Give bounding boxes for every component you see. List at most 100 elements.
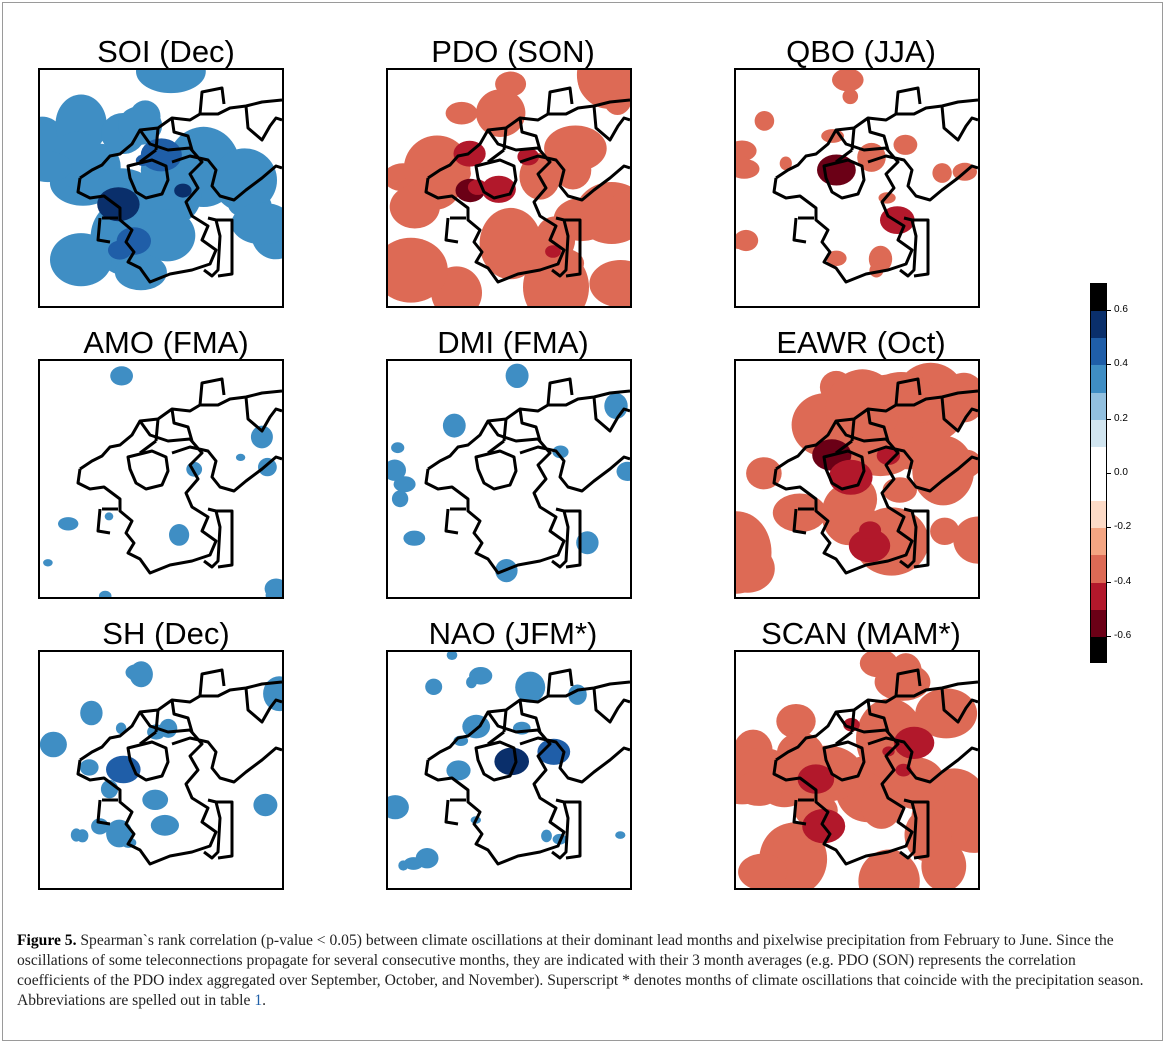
correlation-fill	[43, 366, 282, 597]
caption-text: Spearman`s rank correlation (p-value < 0…	[17, 932, 1144, 1009]
significant-region	[40, 151, 73, 183]
significant-region	[391, 490, 409, 508]
correlation-fill	[388, 70, 630, 306]
panel-title-eawr: EAWR (Oct)	[776, 325, 946, 360]
basin-boundaries	[76, 86, 282, 284]
basin-boundary	[867, 445, 978, 493]
basin-boundary	[96, 507, 118, 535]
strong-correlation-region	[859, 521, 882, 539]
significant-region	[446, 760, 471, 781]
correlation-map	[40, 70, 282, 291]
basin-boundaries	[424, 668, 630, 866]
basin-boundary	[912, 800, 930, 860]
significant-region	[495, 71, 527, 97]
significant-region	[403, 530, 426, 546]
basin-boundary	[867, 736, 978, 784]
significant-region	[139, 209, 196, 262]
basin-boundary	[519, 736, 630, 784]
significant-region	[118, 106, 163, 145]
panel-title-scan: SCAN (MAM*)	[761, 616, 961, 651]
basin-boundary	[427, 389, 630, 471]
colorbar-tick	[1107, 473, 1111, 474]
basin-boundary	[551, 798, 570, 860]
basin-boundary	[894, 86, 922, 115]
panel-title-qbo: QBO (JJA)	[786, 34, 936, 69]
significant-region	[442, 413, 466, 438]
basin-boundary	[171, 154, 282, 202]
basin-boundary	[551, 507, 570, 569]
significant-region	[860, 782, 902, 829]
significant-region	[389, 185, 440, 229]
strong-correlation-region	[797, 764, 835, 794]
significant-region	[552, 445, 569, 459]
basin-boundary	[96, 216, 118, 244]
basin-boundary	[835, 709, 856, 746]
significant-region	[772, 493, 827, 533]
significant-region	[776, 704, 816, 739]
significant-region	[79, 759, 99, 776]
colorbar-segment	[1091, 474, 1106, 502]
basin-boundary	[835, 418, 856, 455]
map-panel-qbo	[734, 68, 980, 308]
significant-region	[523, 249, 589, 306]
basin-boundary	[76, 420, 218, 575]
significant-region	[874, 663, 931, 701]
basin-boundary	[216, 509, 234, 569]
panel-title-pdo: PDO (SON)	[431, 34, 595, 69]
significant-region	[576, 531, 599, 555]
basin-boundary	[519, 445, 630, 493]
basin-boundary	[518, 117, 542, 151]
basin-boundary	[126, 740, 170, 782]
correlation-map	[736, 652, 978, 888]
map-panel-soi	[38, 68, 284, 308]
significant-region	[106, 819, 133, 848]
strong-correlation-region	[893, 726, 935, 759]
colorbar-segment	[1091, 284, 1106, 312]
basin-boundary	[79, 389, 282, 471]
panel-title-nao: NAO (JFM*)	[428, 616, 598, 651]
significant-region	[40, 731, 67, 758]
basin-boundary	[792, 216, 814, 244]
basin-boundary	[126, 449, 170, 491]
colorbar-tick	[1107, 310, 1111, 312]
basin-boundary	[203, 507, 222, 569]
significant-region	[415, 848, 439, 869]
basin-boundary	[474, 449, 518, 491]
map-panel-sh	[38, 650, 284, 890]
significant-region	[393, 476, 416, 493]
table-reference-link[interactable]: 1	[254, 992, 263, 1009]
significant-region	[479, 207, 542, 280]
basin-boundary	[424, 420, 566, 575]
basin-boundary	[772, 129, 914, 284]
significant-region	[476, 89, 526, 137]
basin-boundary	[203, 216, 222, 278]
map-panel-amo	[38, 359, 284, 599]
strong-correlation-region	[108, 240, 132, 260]
significant-region	[832, 70, 864, 92]
strong-correlation-region	[817, 154, 856, 186]
figure-caption: Figure 5. Spearman`s rank correlation (p…	[17, 931, 1147, 1011]
significant-region	[142, 789, 169, 810]
significant-region	[388, 795, 409, 820]
basin-boundary	[551, 216, 570, 278]
significant-region	[589, 260, 630, 306]
colorbar-segment	[1091, 338, 1106, 366]
colorbar-tick	[1107, 418, 1111, 420]
significant-region	[541, 829, 552, 843]
colorbar-segment	[1091, 365, 1106, 394]
significant-region	[43, 559, 53, 567]
significant-region	[98, 590, 112, 597]
significant-region	[858, 849, 920, 888]
basin-boundary	[866, 408, 890, 442]
significant-region	[921, 840, 967, 888]
basin-boundary	[592, 687, 630, 724]
colorbar-tick	[1107, 364, 1111, 366]
significant-region	[951, 823, 978, 853]
basin-boundary	[444, 507, 466, 535]
correlation-map	[388, 363, 630, 583]
strong-correlation-region	[97, 187, 140, 222]
correlation-map	[388, 70, 630, 306]
basin-boundary	[564, 800, 582, 860]
basin-boundary	[79, 680, 282, 762]
